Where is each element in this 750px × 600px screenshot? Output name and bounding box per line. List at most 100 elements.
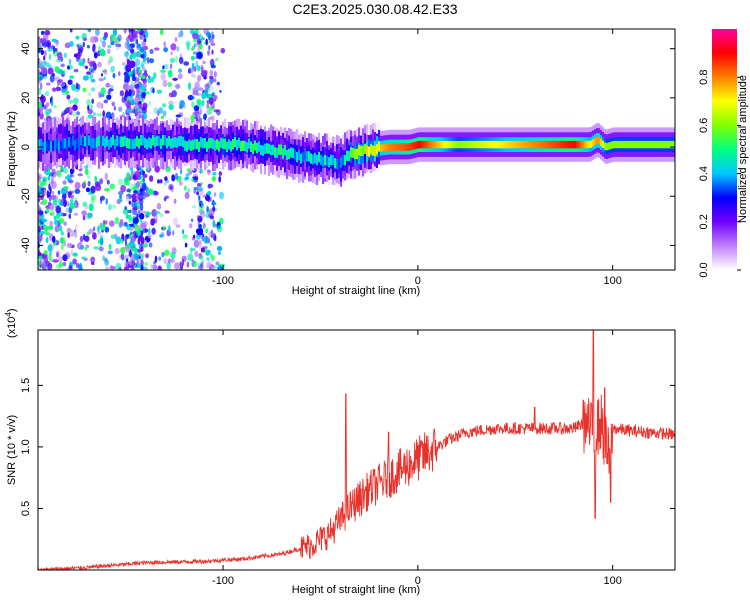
noise-dot bbox=[79, 235, 84, 243]
ridge-cell bbox=[392, 143, 395, 151]
noise-dot bbox=[104, 172, 109, 181]
ridge-cell bbox=[116, 135, 119, 146]
noise-dot bbox=[114, 36, 121, 45]
snr-y-ticks: 0.5 1.0 1.5 bbox=[20, 378, 675, 516]
ridge-cell bbox=[244, 140, 247, 152]
noise-dot bbox=[125, 109, 130, 116]
ridge-cell bbox=[208, 138, 211, 149]
noise-dot bbox=[61, 89, 66, 96]
noise-dot bbox=[59, 237, 66, 244]
noise-dot bbox=[183, 104, 186, 109]
noise-dot bbox=[97, 225, 100, 233]
noise-dot bbox=[132, 208, 138, 216]
noise-dot bbox=[40, 38, 43, 43]
noise-dot bbox=[172, 217, 178, 226]
noise-dot bbox=[191, 177, 195, 182]
noise-dot bbox=[84, 247, 88, 251]
noise-dot bbox=[118, 266, 122, 270]
noise-dot bbox=[87, 57, 90, 64]
noise-dot bbox=[98, 91, 102, 99]
ridge-cell bbox=[216, 139, 219, 150]
noise-dot bbox=[54, 48, 58, 52]
ridge-cell bbox=[70, 138, 73, 149]
noise-dot bbox=[77, 173, 84, 177]
noise-dot bbox=[38, 36, 41, 41]
noise-dot bbox=[182, 258, 185, 266]
ridge-cell bbox=[170, 138, 173, 149]
ridge-cell bbox=[618, 140, 621, 149]
heatmap-y-label: Frequency (Hz) bbox=[6, 111, 18, 187]
noise-dot bbox=[68, 99, 73, 104]
noise-dot bbox=[210, 253, 213, 259]
ridge-cell bbox=[520, 140, 523, 149]
noise-dot bbox=[126, 59, 131, 66]
noise-dot bbox=[208, 39, 214, 44]
ridge-cell bbox=[444, 140, 447, 149]
noise-dot bbox=[71, 83, 76, 91]
ridge-cell bbox=[666, 140, 669, 149]
noise-dot bbox=[87, 29, 92, 33]
ridge-cell bbox=[246, 142, 249, 153]
noise-dot bbox=[192, 90, 197, 96]
noise-dot bbox=[41, 218, 48, 223]
noise-dot bbox=[70, 248, 74, 256]
noise-dot bbox=[56, 212, 61, 220]
ridge-cell bbox=[456, 140, 459, 149]
ridge-cell bbox=[634, 140, 637, 149]
noise-dot bbox=[192, 205, 197, 209]
noise-dot bbox=[115, 236, 122, 245]
noise-dot bbox=[45, 39, 52, 48]
noise-dot bbox=[193, 105, 199, 112]
snr-panel: -100 0 100 0.5 1.0 1.5 Height of straight li… bbox=[4, 308, 676, 596]
noise-dot bbox=[159, 179, 163, 184]
ridge-cell bbox=[526, 140, 529, 149]
noise-dot bbox=[131, 235, 137, 243]
noise-dot bbox=[47, 244, 53, 252]
noise-dot bbox=[172, 230, 175, 236]
ridge-cell bbox=[274, 147, 277, 158]
ridge-cell bbox=[516, 140, 519, 149]
x-tick-label: 0 bbox=[415, 275, 421, 287]
ridge-cell bbox=[404, 143, 407, 151]
noise-dot bbox=[209, 215, 215, 220]
noise-dot bbox=[41, 263, 45, 269]
noise-dot bbox=[63, 109, 68, 115]
noise-dot bbox=[117, 34, 122, 42]
noise-dot bbox=[154, 191, 159, 196]
noise-dot bbox=[175, 114, 182, 118]
ridge-cell bbox=[48, 139, 51, 151]
noise-dot bbox=[134, 104, 139, 110]
noise-dot bbox=[206, 104, 210, 109]
ridge-cell bbox=[348, 150, 351, 162]
noise-dot bbox=[169, 63, 173, 70]
noise-dot bbox=[142, 102, 148, 109]
y-tick-label: 0 bbox=[20, 144, 32, 150]
ridge-cell bbox=[198, 141, 201, 152]
noise-dot bbox=[143, 210, 147, 215]
noise-dot bbox=[194, 250, 199, 257]
noise-dot bbox=[162, 103, 167, 108]
noise-dot bbox=[209, 75, 214, 80]
ridge-cell bbox=[620, 140, 623, 149]
noise-dot bbox=[86, 212, 92, 220]
noise-dot bbox=[190, 114, 195, 123]
noise-dot bbox=[96, 113, 103, 117]
noise-dot bbox=[218, 176, 221, 183]
noise-dot bbox=[38, 111, 41, 117]
noise-dot bbox=[38, 255, 44, 260]
noise-dot bbox=[161, 252, 165, 258]
ridge-cell bbox=[338, 158, 341, 170]
noise-dot bbox=[59, 81, 66, 87]
noise-dot bbox=[205, 228, 208, 234]
ridge-cell bbox=[550, 140, 553, 149]
noise-dot bbox=[148, 212, 151, 216]
noise-dot bbox=[89, 61, 94, 67]
noise-dot bbox=[62, 192, 67, 200]
noise-dot bbox=[100, 73, 104, 77]
noise-dot bbox=[124, 177, 129, 184]
noise-dot bbox=[75, 263, 80, 268]
noise-dot bbox=[150, 264, 154, 270]
noise-dot bbox=[72, 97, 79, 105]
noise-dot bbox=[49, 220, 53, 228]
noise-dot bbox=[202, 233, 205, 238]
